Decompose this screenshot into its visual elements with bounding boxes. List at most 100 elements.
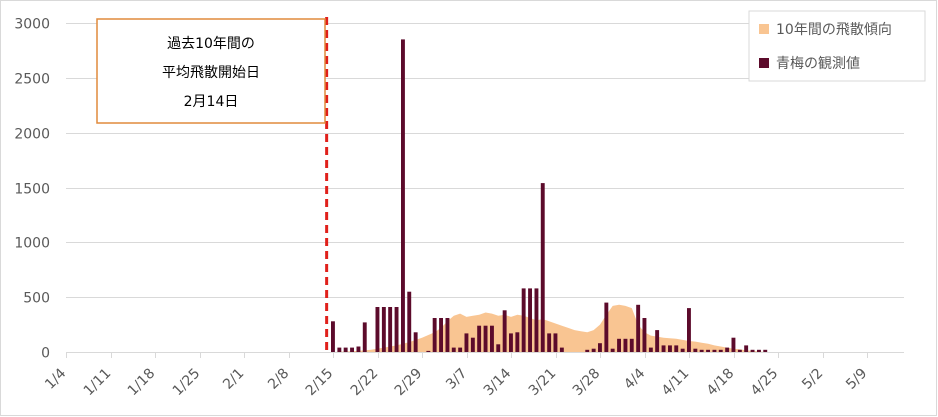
x-tick-label-16: 4/25 bbox=[748, 366, 782, 400]
annotation-line-1: 過去10年間の bbox=[167, 36, 255, 52]
observed-bar-21 bbox=[477, 325, 482, 352]
x-tick-label-11: 3/21 bbox=[526, 366, 560, 400]
observed-bar-47 bbox=[661, 345, 666, 352]
observed-bar-3 bbox=[350, 347, 354, 352]
observed-bar-49 bbox=[674, 345, 679, 352]
annotation-line-2: 平均飛散開始日 bbox=[162, 65, 260, 81]
y-tick-label-500: 500 bbox=[23, 291, 50, 307]
observed-bars-layer bbox=[331, 39, 768, 353]
x-tick-label-12: 3/28 bbox=[570, 366, 604, 400]
gridlines bbox=[66, 23, 904, 353]
observed-bar-36 bbox=[591, 348, 596, 352]
observed-bar-14 bbox=[432, 318, 437, 352]
observed-bar-62 bbox=[757, 349, 761, 352]
observed-bar-55 bbox=[712, 349, 717, 352]
observed-bar-34 bbox=[559, 347, 564, 352]
observed-bar-19 bbox=[464, 333, 469, 352]
observed-bar-6 bbox=[375, 307, 380, 352]
x-tick-label-10: 3/14 bbox=[481, 365, 515, 399]
legend: 10年間の飛散傾向 青梅の観測値 bbox=[748, 10, 926, 82]
observed-bar-13 bbox=[426, 350, 431, 352]
observed-bar-27 bbox=[515, 332, 520, 352]
annotation-box: 過去10年間の 平均飛散開始日 2月14日 bbox=[96, 18, 326, 124]
x-tick-label-13: 4/4 bbox=[621, 365, 648, 392]
observed-bar-43 bbox=[636, 304, 641, 352]
observed-bar-37 bbox=[598, 343, 602, 352]
x-tick-label-4: 2/1 bbox=[220, 366, 247, 393]
observed-bar-4 bbox=[356, 346, 361, 352]
observed-bar-61 bbox=[750, 349, 755, 352]
observed-bar-29 bbox=[528, 288, 532, 352]
observed-bar-22 bbox=[483, 325, 488, 352]
x-tick-label-9: 3/7 bbox=[443, 366, 470, 393]
observed-bar-16 bbox=[445, 318, 450, 352]
observed-bar-32 bbox=[547, 333, 552, 352]
observed-bar-26 bbox=[509, 333, 513, 352]
x-tick-label-1: 1/11 bbox=[81, 366, 115, 400]
observed-bar-9 bbox=[394, 307, 399, 352]
observed-bar-38 bbox=[604, 302, 609, 352]
observed-bar-20 bbox=[470, 337, 475, 352]
observed-bar-42 bbox=[629, 338, 634, 352]
observed-bar-15 bbox=[439, 318, 443, 352]
x-tick-label-14: 4/11 bbox=[659, 366, 693, 400]
legend-label-trend: 10年間の飛散傾向 bbox=[776, 22, 892, 38]
x-tick-label-8: 2/29 bbox=[392, 366, 426, 400]
y-tick-label-1500: 1500 bbox=[14, 182, 50, 198]
legend-box bbox=[748, 10, 926, 82]
observed-bar-50 bbox=[680, 348, 685, 352]
observed-bar-41 bbox=[623, 338, 628, 352]
observed-bar-18 bbox=[458, 347, 463, 352]
observed-bar-44 bbox=[642, 318, 647, 352]
observed-bar-10 bbox=[401, 39, 405, 353]
observed-bar-2 bbox=[343, 347, 348, 352]
observed-bar-5 bbox=[362, 322, 367, 352]
y-tick-label-2500: 2500 bbox=[14, 72, 50, 88]
observed-bar-7 bbox=[381, 307, 386, 352]
x-tick-label-6: 2/15 bbox=[303, 366, 337, 400]
observed-bar-45 bbox=[648, 347, 653, 352]
legend-label-observed: 青梅の観測値 bbox=[776, 55, 860, 72]
observed-bar-35 bbox=[585, 349, 590, 352]
observed-bar-57 bbox=[725, 347, 730, 352]
legend-swatch-trend bbox=[759, 24, 769, 34]
observed-bar-60 bbox=[744, 345, 749, 352]
annotation-line-3: 2月14日 bbox=[184, 94, 239, 110]
legend-swatch-observed bbox=[759, 58, 769, 68]
observed-bar-40 bbox=[617, 338, 621, 352]
y-axis-labels: 0 500 1000 1500 2000 2500 3000 bbox=[14, 17, 50, 362]
observed-bar-51 bbox=[687, 308, 691, 352]
x-tick-label-17: 5/2 bbox=[799, 366, 826, 393]
observed-bar-54 bbox=[706, 349, 710, 352]
observed-bar-31 bbox=[540, 183, 545, 352]
x-tick-label-5: 2/8 bbox=[265, 366, 292, 393]
observed-bar-23 bbox=[490, 325, 494, 352]
observed-bar-17 bbox=[451, 347, 456, 352]
x-tick-label-7: 2/22 bbox=[348, 366, 382, 400]
observed-bar-53 bbox=[699, 349, 704, 352]
observed-bar-25 bbox=[502, 310, 507, 352]
observed-bar-30 bbox=[534, 288, 539, 352]
observed-bar-24 bbox=[496, 344, 501, 352]
observed-bar-0 bbox=[331, 321, 335, 352]
x-tick-label-0: 1/4 bbox=[42, 365, 69, 392]
observed-bar-11 bbox=[407, 291, 412, 352]
observed-bar-46 bbox=[655, 330, 660, 352]
observed-bar-33 bbox=[553, 333, 558, 352]
observed-bar-12 bbox=[413, 332, 418, 352]
y-tick-label-2000: 2000 bbox=[14, 127, 50, 143]
y-tick-label-1000: 1000 bbox=[14, 236, 50, 252]
x-tick-label-3: 1/25 bbox=[170, 366, 204, 400]
annotation-border bbox=[96, 18, 326, 124]
x-tick-label-15: 4/18 bbox=[704, 366, 738, 400]
observed-bar-63 bbox=[763, 349, 768, 352]
observed-bar-39 bbox=[610, 348, 615, 352]
observed-bar-56 bbox=[718, 349, 723, 352]
x-axis-labels: 1/4 1/11 1/18 1/25 2/1 2/8 2/15 2/22 2/29 3/7 3/14… bbox=[42, 352, 870, 399]
y-tick-label-3000: 3000 bbox=[14, 17, 50, 33]
observed-bar-28 bbox=[521, 288, 526, 352]
observed-bar-48 bbox=[668, 345, 672, 352]
observed-bar-58 bbox=[731, 337, 736, 352]
